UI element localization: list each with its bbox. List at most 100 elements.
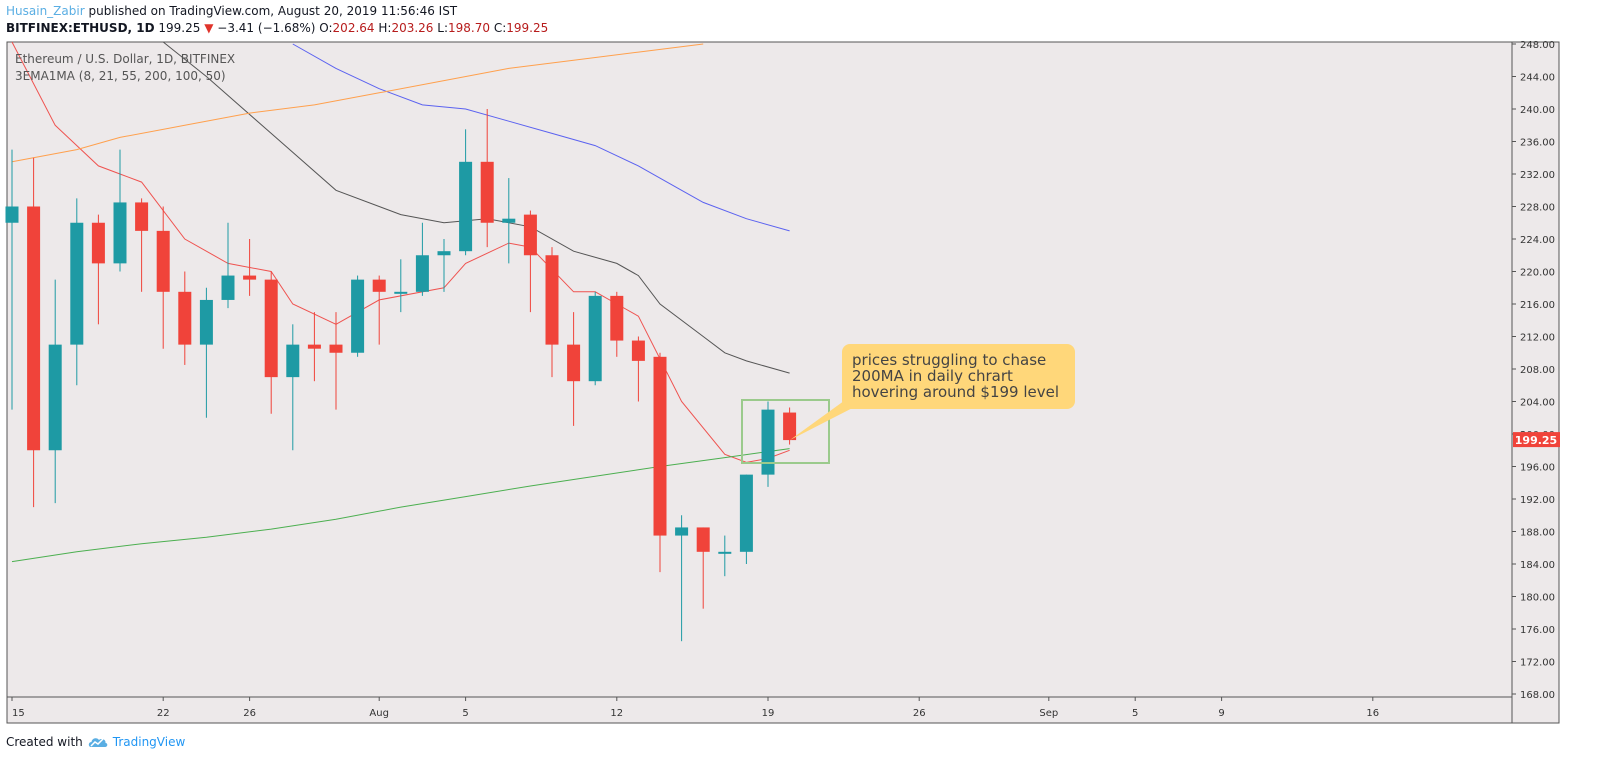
close-value: 199.25 <box>506 21 549 35</box>
candle <box>243 239 257 296</box>
candle-body <box>459 161 473 252</box>
candle-body <box>783 412 797 441</box>
candle <box>567 312 581 426</box>
symbol-label: BITFINEX:ETHUSD, 1D <box>6 21 155 35</box>
callout-line-1: prices struggling to chase <box>852 351 1046 369</box>
time-tick-label: 16 <box>1366 708 1379 719</box>
quote-line: BITFINEX:ETHUSD, 1D 199.25 ▼ −3.41 (−1.6… <box>6 21 548 35</box>
candle <box>588 291 602 386</box>
price-axis[interactable]: 168.00 172.00 176.00 180.00 184.00 188.00 192.… <box>1512 40 1555 701</box>
candle <box>437 239 451 292</box>
candle-body <box>696 527 710 552</box>
candle-body <box>5 206 19 223</box>
candle-body <box>394 291 408 294</box>
price-tick-label: 180.00 <box>1520 593 1555 604</box>
price-tick-label: 244.00 <box>1520 73 1555 84</box>
candle-body <box>545 255 559 345</box>
candle <box>502 178 516 264</box>
candle <box>178 271 192 365</box>
time-tick-label: 15 <box>12 708 25 719</box>
candle <box>739 474 753 564</box>
candle-body <box>27 206 41 451</box>
indicator-line-ema-55 <box>292 43 790 232</box>
time-tick-label: 12 <box>610 708 623 719</box>
candle <box>199 287 213 418</box>
candle-body <box>502 218 516 223</box>
price-tick-label: 220.00 <box>1520 268 1555 279</box>
last-price-tag-text: 199.25 <box>1515 434 1557 447</box>
candle <box>761 401 775 487</box>
candle <box>91 214 105 325</box>
candle-body <box>113 202 127 264</box>
price-tick-label: 224.00 <box>1520 235 1555 246</box>
high-value: 203.26 <box>391 21 434 35</box>
candle-body <box>243 275 257 280</box>
candle <box>415 222 429 296</box>
price-tick-label: 240.00 <box>1520 105 1555 116</box>
candle <box>523 210 537 313</box>
open-value: 202.64 <box>332 21 375 35</box>
indicator-line-ema-100 <box>11 43 704 163</box>
candle <box>480 109 494 248</box>
down-arrow-icon: ▼ <box>204 21 214 35</box>
candle-body <box>70 222 84 345</box>
time-tick-label: 26 <box>913 708 926 719</box>
candle <box>653 352 667 573</box>
candle <box>113 149 127 272</box>
price-tick-label: 184.00 <box>1520 560 1555 571</box>
time-tick-label: 5 <box>1132 708 1138 719</box>
time-tick-label: 5 <box>462 708 468 719</box>
candle <box>307 312 321 382</box>
time-tick-label: Aug <box>369 708 389 719</box>
candle-body <box>523 214 537 256</box>
candle <box>135 198 149 292</box>
candle-body <box>329 344 343 353</box>
candle-body <box>415 255 429 292</box>
candle-body <box>156 230 170 292</box>
candle-body <box>739 474 753 552</box>
time-axis[interactable]: 15 22 26 Aug 5 12 19 26 Sep 5 9 16 <box>11 697 1379 719</box>
candle <box>394 259 408 313</box>
candle <box>156 206 170 349</box>
candle-body <box>480 161 494 223</box>
tradingview-cloud-icon <box>88 738 108 747</box>
candle-body <box>351 279 365 353</box>
candle-body <box>178 291 192 345</box>
candle-body <box>264 279 278 378</box>
candle <box>545 247 559 378</box>
candle-body <box>221 275 235 300</box>
candle <box>718 535 732 577</box>
time-tick-label: Sep <box>1039 708 1058 719</box>
price-tick-label: 212.00 <box>1520 333 1555 344</box>
author-link[interactable]: Husain_Zabir <box>6 4 85 18</box>
candle <box>286 324 300 451</box>
candle-body <box>307 344 321 349</box>
price-change: −3.41 (−1.68%) <box>217 21 316 35</box>
candle-body <box>437 251 451 256</box>
publish-info: Husain_Zabir published on TradingView.co… <box>6 4 457 18</box>
open-label: O: <box>319 21 333 35</box>
candle-body <box>135 202 149 231</box>
candle-body <box>653 356 667 536</box>
candle <box>264 271 278 414</box>
candle-body <box>588 295 602 382</box>
indicator-line-ema-8 <box>11 41 790 463</box>
price-tick-label: 168.00 <box>1520 690 1555 701</box>
time-tick-label: 22 <box>157 708 170 719</box>
footer: Created with TradingView <box>6 735 185 749</box>
candles <box>5 109 797 642</box>
candle <box>27 157 41 508</box>
created-with-text: Created with <box>6 735 83 749</box>
price-tick-label: 228.00 <box>1520 203 1555 214</box>
candle-body <box>372 279 386 292</box>
tradingview-logo-text[interactable]: TradingView <box>112 735 186 749</box>
candle <box>610 291 624 357</box>
candle <box>48 279 62 504</box>
candle-body <box>199 299 213 345</box>
time-tick-label: 19 <box>762 708 775 719</box>
candle-body <box>631 340 645 361</box>
price-tick-label: 236.00 <box>1520 138 1555 149</box>
time-tick-label: 26 <box>243 708 256 719</box>
candle <box>696 527 710 609</box>
